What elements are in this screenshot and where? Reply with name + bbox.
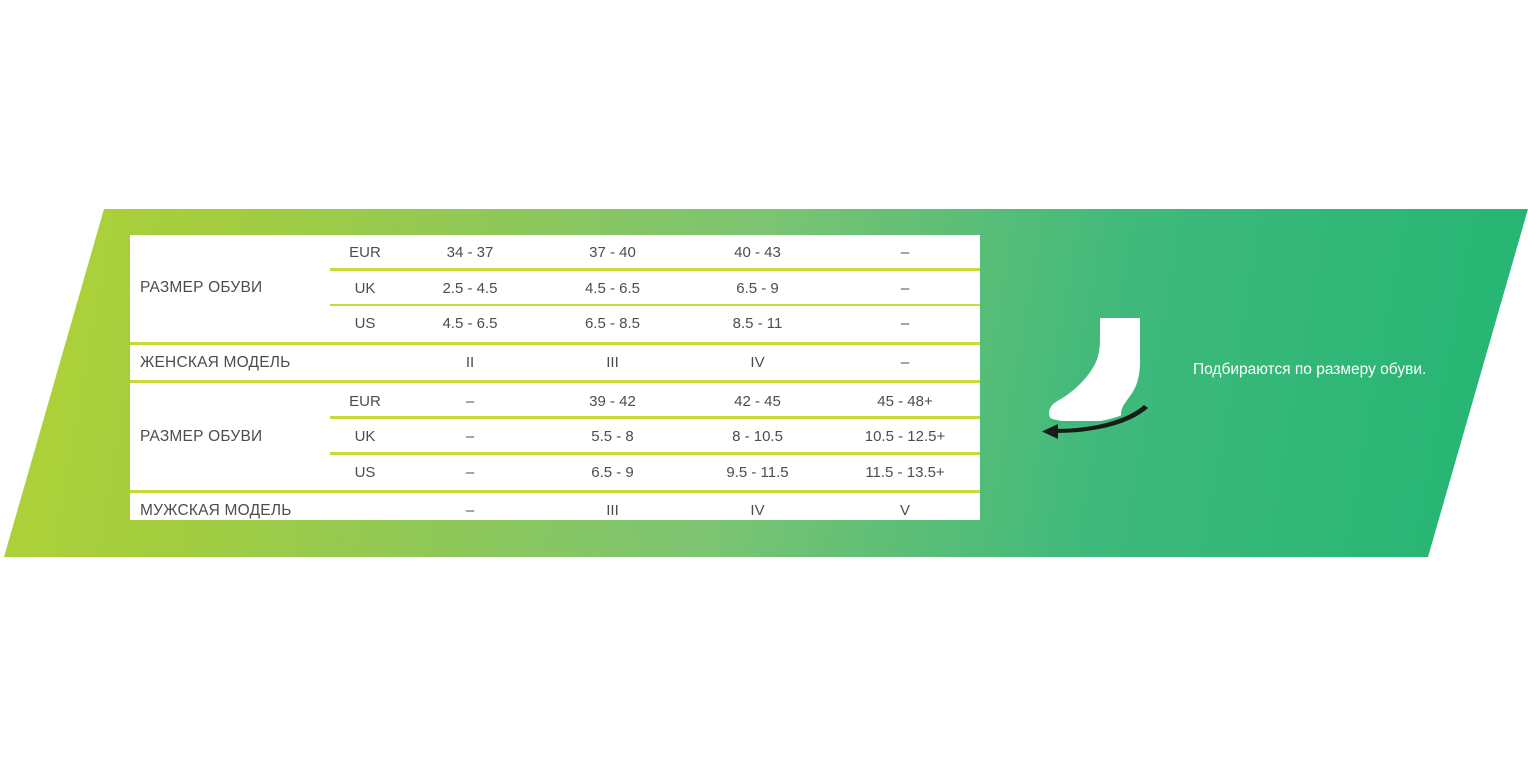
row-divider [330, 452, 980, 455]
section-divider [130, 490, 980, 494]
table-row: US 4.5 - 6.5 6.5 - 8.5 8.5 - 11 – [130, 306, 980, 342]
cell-size-1: – [465, 392, 475, 410]
sock-silhouette [1049, 318, 1140, 421]
unit-label: UK [354, 428, 376, 446]
table-row: EUR 34 - 37 37 - 40 40 - 43 – [130, 235, 980, 271]
women-size-group: РАЗМЕР ОБУВИ EUR 34 - 37 37 - 40 40 - 43… [130, 235, 980, 342]
cell-model-3: IV [750, 502, 765, 520]
cell-model-3: IV [750, 354, 765, 372]
women-model-row: ЖЕНСКАЯ МОДЕЛЬ II III IV – [130, 345, 980, 381]
cell-size-2: 37 - 40 [589, 244, 636, 262]
cell-model-2: III [606, 502, 619, 520]
unit-label: EUR [349, 392, 381, 410]
sock-foot-illustration [1030, 300, 1190, 460]
cell-size-4: 45 - 48+ [877, 392, 933, 410]
cell-model-4: – [900, 354, 910, 372]
cell-size-2: 6.5 - 9 [591, 463, 634, 481]
cell-size-1: 4.5 - 6.5 [442, 315, 498, 333]
direction-arrow-curve [1054, 405, 1148, 433]
cell-size-2: 39 - 42 [589, 392, 636, 410]
table-row: UK – 5.5 - 8 8 - 10.5 10.5 - 12.5+ [130, 419, 980, 455]
cell-size-4: 11.5 - 13.5+ [865, 463, 945, 481]
cell-model-1: – [465, 502, 475, 520]
unit-label: EUR [349, 244, 381, 262]
sidebar-caption: Подбираются по размеру обуви. [1193, 361, 1427, 378]
cell-size-1: 2.5 - 4.5 [442, 279, 498, 297]
cell-size-3: 42 - 45 [734, 392, 781, 410]
unit-label: US [354, 463, 376, 481]
cell-size-3: 8 - 10.5 [732, 428, 783, 446]
cell-size-2: 5.5 - 8 [591, 428, 634, 446]
cell-size-2: 6.5 - 8.5 [584, 315, 641, 333]
row-divider [330, 268, 980, 271]
sole-accent-line [1048, 410, 1135, 426]
cell-size-4: – [900, 279, 910, 297]
section-divider [130, 341, 980, 345]
cell-size-3: 9.5 - 11.5 [726, 463, 789, 481]
cell-size-3: 6.5 - 9 [736, 279, 779, 297]
unit-label: US [354, 315, 376, 333]
cell-size-1: – [465, 428, 475, 446]
women-size-label: РАЗМЕР ОБУВИ [140, 279, 263, 297]
cell-size-1: – [465, 463, 475, 481]
cell-model-4: V [899, 502, 910, 520]
section-divider [130, 380, 980, 384]
row-divider [330, 416, 980, 419]
table-row: EUR – 39 - 42 42 - 45 45 - 48+ [130, 383, 980, 419]
cell-size-4: – [900, 315, 910, 333]
cell-size-1: 34 - 37 [446, 244, 494, 262]
unit-label: UK [354, 279, 376, 297]
cell-size-3: 40 - 43 [734, 244, 781, 262]
cell-size-4: – [900, 244, 910, 262]
table-row: US – 6.5 - 9 9.5 - 11.5 11.5 - 13.5+ [130, 455, 980, 491]
direction-arrow-head [1042, 424, 1058, 439]
row-divider [330, 303, 980, 307]
cell-size-3: 8.5 - 11 [732, 315, 783, 333]
men-model-row: МУЖСКАЯ МОДЕЛЬ – III IV V [130, 493, 980, 529]
cell-size-4: 10.5 - 12.5+ [864, 428, 946, 446]
table-row: UK 2.5 - 4.5 4.5 - 6.5 6.5 - 9 – [130, 271, 980, 307]
men-size-group: РАЗМЕР ОБУВИ EUR – 39 - 42 42 - 45 45 - … [130, 383, 980, 490]
size-table: РАЗМЕР ОБУВИ EUR 34 - 37 37 - 40 40 - 43… [130, 235, 980, 520]
women-model-label: ЖЕНСКАЯ МОДЕЛЬ [140, 353, 291, 371]
men-model-label: МУЖСКАЯ МОДЕЛЬ [140, 501, 292, 519]
men-size-label: РАЗМЕР ОБУВИ [140, 427, 263, 445]
cell-model-2: III [606, 354, 619, 372]
cell-model-1: II [465, 354, 475, 372]
cell-size-2: 4.5 - 6.5 [584, 279, 641, 297]
